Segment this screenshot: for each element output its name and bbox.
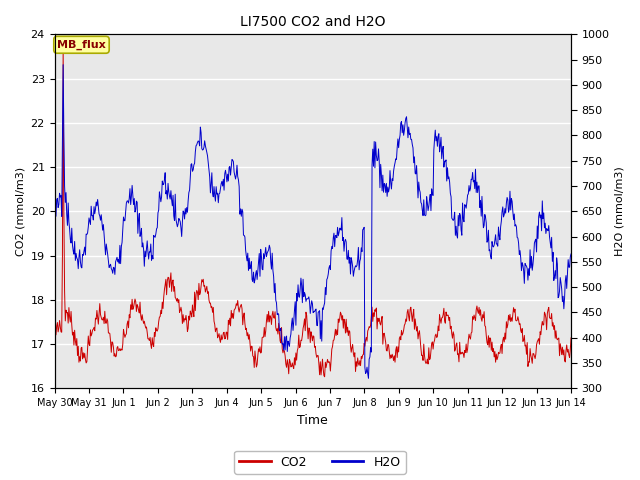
Legend: CO2, H2O: CO2, H2O: [234, 451, 406, 474]
CO2: [114, 344, 122, 349]
CO2: [567, 335, 575, 341]
X-axis label: Time: Time: [298, 414, 328, 427]
Title: LI7500 CO2 and H2O: LI7500 CO2 and H2O: [240, 15, 385, 29]
CO2: [377, 322, 385, 328]
Text: MB_flux: MB_flux: [57, 40, 106, 50]
CO2: [51, 332, 58, 337]
H2O: [166, 196, 174, 202]
H2O: [392, 156, 399, 162]
Y-axis label: CO2 (mmol/m3): CO2 (mmol/m3): [15, 167, 25, 256]
H2O: [60, 62, 67, 68]
CO2: [61, 288, 68, 294]
H2O: [567, 251, 575, 257]
H2O: [61, 183, 68, 189]
H2O: [365, 375, 372, 381]
H2O: [114, 259, 122, 264]
H2O: [51, 230, 58, 236]
CO2: [194, 289, 202, 295]
CO2: [166, 277, 174, 283]
CO2: [321, 374, 328, 380]
CO2: [60, 45, 67, 50]
Y-axis label: H2O (mmol/m3): H2O (mmol/m3): [615, 167, 625, 256]
H2O: [194, 140, 202, 145]
H2O: [377, 161, 385, 167]
CO2: [392, 348, 399, 353]
Line: H2O: H2O: [54, 65, 571, 378]
Line: CO2: CO2: [54, 48, 571, 377]
